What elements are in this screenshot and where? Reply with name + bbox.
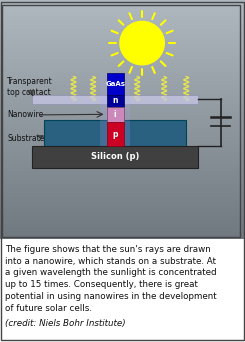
Text: (credit: Niels Bohr Institute): (credit: Niels Bohr Institute) <box>5 319 125 328</box>
Text: i: i <box>114 110 116 119</box>
FancyBboxPatch shape <box>32 95 198 104</box>
Bar <box>107 107 124 122</box>
Circle shape <box>120 22 164 65</box>
FancyBboxPatch shape <box>32 146 198 168</box>
Text: Transparent
top contact: Transparent top contact <box>7 77 53 97</box>
Text: Substrate: Substrate <box>7 134 45 143</box>
Text: Silicon (p): Silicon (p) <box>91 152 139 161</box>
Text: Nanowire: Nanowire <box>7 110 44 119</box>
Bar <box>100 73 130 146</box>
FancyBboxPatch shape <box>44 120 186 148</box>
Text: The figure shows that the sun's rays are drawn
into a nanowire, which stands on : The figure shows that the sun's rays are… <box>5 245 217 313</box>
Text: ITO: ITO <box>107 95 123 104</box>
Text: n: n <box>112 96 118 105</box>
Text: p: p <box>112 130 118 139</box>
Bar <box>107 94 124 107</box>
Bar <box>107 122 124 146</box>
Bar <box>107 73 124 95</box>
Text: GaAs: GaAs <box>105 81 125 87</box>
